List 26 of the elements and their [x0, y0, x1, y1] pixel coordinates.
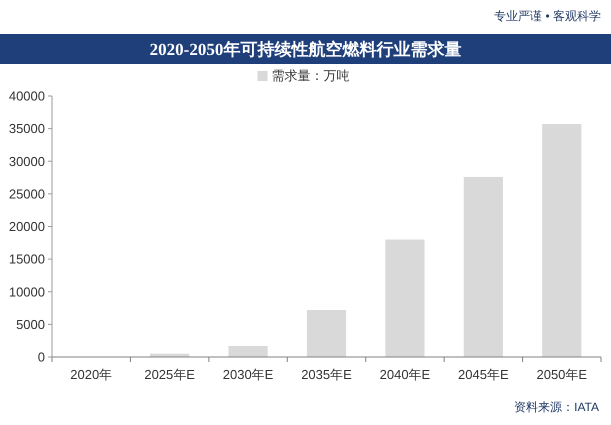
legend-label: 需求量：万吨 — [272, 68, 350, 83]
y-tick-label: 10000 — [8, 284, 45, 300]
y-tick-label: 5000 — [16, 316, 45, 332]
y-tick-label: 25000 — [8, 186, 45, 202]
text: 资料来源：IATA — [514, 400, 599, 414]
chart-title: 2020-2050年可持续性航空燃料行业需求量 — [150, 40, 462, 59]
y-tick-label: 15000 — [8, 252, 45, 267]
x-tick-label: 2050年E — [536, 367, 588, 382]
y-tick-label: 35000 — [8, 121, 45, 136]
x-tick-label: 2020年 — [70, 367, 112, 382]
bar — [228, 346, 268, 357]
bar — [306, 310, 346, 357]
y-tick-label: 0 — [38, 350, 45, 365]
x-tick-label: 2045年E — [458, 367, 509, 382]
x-tick-label: 2040年E — [380, 367, 431, 382]
x-tick-label: 2030年E — [222, 367, 274, 382]
bar — [385, 240, 425, 357]
bar — [150, 354, 190, 357]
y-tick-label: 30000 — [8, 154, 45, 169]
x-tick-label: 2025年E — [144, 367, 196, 382]
y-tick-label: 20000 — [8, 219, 45, 234]
y-tick-label: 40000 — [8, 88, 45, 104]
text: 专业严谨 • 客观科学 — [494, 9, 601, 23]
x-tick-label: 2035年E — [301, 367, 352, 382]
bar — [464, 176, 503, 357]
bar — [542, 124, 582, 357]
